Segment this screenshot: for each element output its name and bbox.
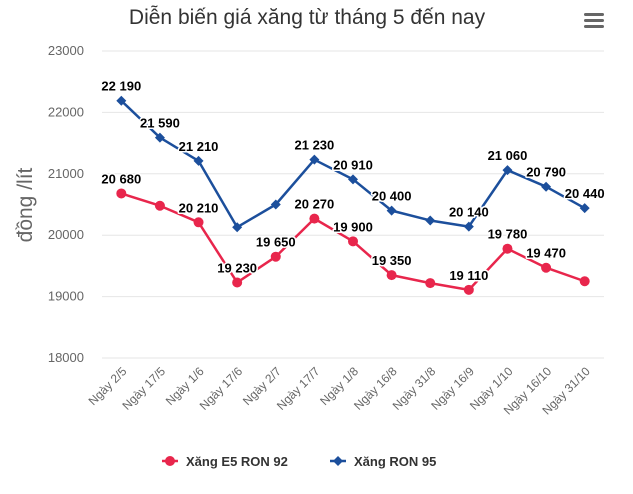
hamburger-menu-icon[interactable]	[584, 13, 604, 28]
data-point[interactable]	[270, 251, 281, 262]
data-label: 20 140	[449, 205, 489, 220]
legend-item-e5-ron92[interactable]: Xăng E5 RON 92	[162, 454, 288, 469]
data-label: 22 190	[101, 79, 141, 94]
data-label: 20 270	[295, 197, 335, 212]
data-label: 20 910	[333, 157, 373, 172]
data-point[interactable]	[232, 222, 243, 233]
legend-marker	[333, 456, 343, 466]
data-label: 20 440	[565, 186, 605, 201]
data-point[interactable]	[193, 217, 204, 228]
data-label: 19 650	[256, 235, 296, 250]
data-point[interactable]	[154, 132, 165, 143]
y-tick-label: 18000	[48, 350, 84, 365]
x-tick-label: Ngày 17/7	[274, 364, 323, 413]
data-point[interactable]	[154, 200, 165, 211]
data-label: 21 210	[179, 139, 219, 154]
gridlines	[102, 50, 604, 359]
data-label: 21 060	[488, 148, 528, 163]
chart-title: Diễn biến giá xăng từ tháng 5 đến nay	[129, 6, 486, 29]
series-e5-ron92	[116, 188, 590, 295]
series-ron95	[116, 95, 590, 233]
data-label: 21 590	[140, 116, 180, 131]
data-label: 20 400	[372, 189, 412, 204]
data-label: 19 350	[372, 253, 412, 268]
y-tick-label: 21000	[48, 166, 84, 181]
data-point[interactable]	[348, 236, 358, 247]
data-labels: 20 680 20 210 19 230 19 650 20 270 19 900 19 3…	[100, 77, 606, 284]
data-label: 19 230	[217, 260, 257, 275]
data-point[interactable]	[425, 278, 436, 289]
y-tick-label: 22000	[48, 104, 84, 119]
data-point[interactable]	[348, 174, 358, 185]
data-point[interactable]	[232, 277, 243, 288]
legend: Xăng E5 RON 92 Xăng RON 95	[162, 454, 436, 469]
y-tick-label: 23000	[48, 43, 84, 58]
data-point[interactable]	[425, 215, 436, 226]
data-point[interactable]	[463, 221, 474, 232]
y-tick-label: 19000	[48, 289, 84, 304]
y-axis-label: đồng /lít	[14, 167, 37, 242]
data-point[interactable]	[579, 276, 590, 287]
x-tick-label: Ngày 17/6	[197, 364, 246, 413]
data-label: 21 230	[295, 138, 335, 153]
data-point[interactable]	[309, 213, 320, 224]
legend-item-ron95[interactable]: Xăng RON 95	[330, 454, 436, 469]
data-point[interactable]	[579, 203, 590, 214]
series-group	[116, 95, 590, 295]
data-point[interactable]	[116, 95, 127, 106]
data-point[interactable]	[116, 188, 127, 199]
data-point[interactable]	[463, 284, 474, 295]
data-point[interactable]	[386, 270, 397, 281]
y-axis-ticks: 18000 19000 20000 21000 22000 23000	[48, 43, 84, 365]
menu-button[interactable]	[577, 5, 611, 35]
legend-marker	[165, 456, 175, 466]
data-point[interactable]	[502, 165, 513, 176]
legend-label: Xăng RON 95	[354, 454, 436, 469]
data-label: 20 790	[526, 165, 566, 180]
data-point[interactable]	[386, 205, 397, 216]
data-point[interactable]	[270, 199, 281, 210]
data-label: 19 110	[449, 268, 488, 283]
x-tick-label: Ngày 17/5	[119, 364, 168, 413]
data-label: 20 680	[101, 171, 141, 186]
data-label: 19 780	[488, 227, 528, 242]
data-point[interactable]	[541, 181, 552, 192]
data-label: 19 900	[333, 219, 373, 234]
data-point[interactable]	[541, 262, 552, 273]
data-label: 19 470	[526, 246, 566, 261]
data-point[interactable]	[502, 243, 513, 254]
data-point[interactable]	[193, 155, 204, 166]
data-point[interactable]	[309, 154, 320, 165]
data-label: 20 210	[179, 200, 219, 215]
y-tick-label: 20000	[48, 227, 84, 242]
legend-label: Xăng E5 RON 92	[186, 454, 288, 469]
